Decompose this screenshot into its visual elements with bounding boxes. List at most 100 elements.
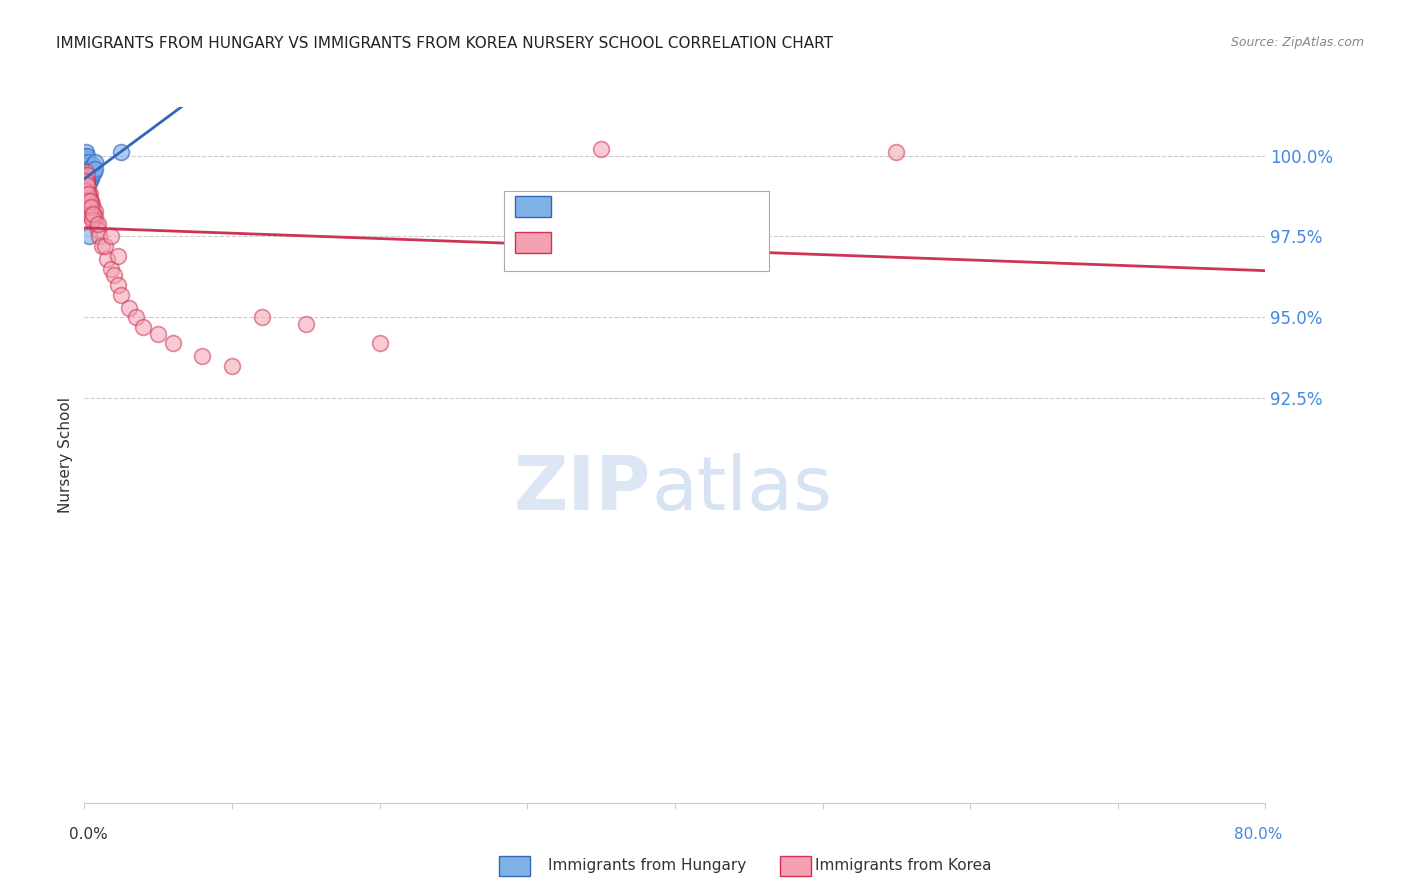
Point <box>77 191 100 205</box>
Point <box>80 200 103 214</box>
Point <box>110 145 132 160</box>
Point <box>76 174 98 188</box>
Point <box>107 249 129 263</box>
Point <box>295 317 318 331</box>
Point <box>75 203 97 218</box>
Point <box>86 223 108 237</box>
Text: N = 64: N = 64 <box>675 234 742 252</box>
Point <box>148 326 170 341</box>
Point <box>77 161 100 176</box>
Text: R = 0.259: R = 0.259 <box>562 197 661 216</box>
Point <box>75 174 97 188</box>
Point <box>82 203 104 218</box>
Point <box>75 155 97 169</box>
Point <box>250 310 273 325</box>
Point <box>82 168 104 182</box>
Point <box>83 165 105 179</box>
Point <box>886 145 908 160</box>
Bar <box>516 232 551 253</box>
Bar <box>503 191 769 270</box>
Point <box>75 184 97 198</box>
Point <box>83 213 105 227</box>
Point <box>75 184 97 198</box>
Text: ZIP: ZIP <box>515 453 651 526</box>
Point <box>75 165 97 179</box>
Point <box>82 207 104 221</box>
Point <box>77 168 100 182</box>
Bar <box>516 196 551 217</box>
Point <box>80 171 103 186</box>
Point <box>79 203 101 218</box>
Point <box>75 181 97 195</box>
Point <box>103 268 125 283</box>
Text: atlas: atlas <box>651 453 832 526</box>
Point <box>110 287 132 301</box>
Point <box>79 194 101 208</box>
Point <box>76 158 98 172</box>
Point <box>75 197 97 211</box>
Point <box>77 207 100 221</box>
Point <box>77 229 100 244</box>
Point <box>75 174 97 188</box>
Point <box>79 194 101 208</box>
Point <box>132 320 155 334</box>
Point <box>76 194 98 208</box>
Text: R = 0.308: R = 0.308 <box>562 234 661 252</box>
Point <box>191 349 214 363</box>
Point <box>75 145 97 160</box>
Text: Immigrants from Korea: Immigrants from Korea <box>815 858 993 872</box>
Point <box>76 187 98 202</box>
Point <box>83 155 105 169</box>
Point <box>76 152 98 166</box>
Text: 0.0%: 0.0% <box>69 827 108 841</box>
Point <box>75 181 97 195</box>
Point <box>77 155 100 169</box>
Text: Source: ZipAtlas.com: Source: ZipAtlas.com <box>1230 36 1364 49</box>
Text: N = 28: N = 28 <box>675 197 742 216</box>
Point <box>96 252 118 267</box>
Point <box>75 171 97 186</box>
Point <box>83 203 105 218</box>
Point <box>100 229 122 244</box>
Y-axis label: Nursery School: Nursery School <box>58 397 73 513</box>
Point <box>84 210 107 224</box>
Point <box>77 200 100 214</box>
Point <box>77 197 100 211</box>
Point <box>77 181 100 195</box>
Point <box>77 191 100 205</box>
Point <box>94 239 117 253</box>
Point <box>76 148 98 162</box>
Text: Immigrants from Hungary: Immigrants from Hungary <box>548 858 747 872</box>
Point <box>91 239 114 253</box>
Point <box>221 359 243 373</box>
Point <box>75 161 97 176</box>
Text: 80.0%: 80.0% <box>1234 827 1282 841</box>
Point <box>76 178 98 192</box>
Point <box>368 336 391 351</box>
Point <box>82 158 104 172</box>
Point <box>76 184 98 198</box>
Point <box>591 142 613 156</box>
Point <box>82 197 104 211</box>
Point <box>79 187 101 202</box>
Point <box>80 200 103 214</box>
Point <box>107 278 129 293</box>
Point <box>86 217 108 231</box>
Point <box>76 178 98 192</box>
Point <box>76 168 98 182</box>
Point <box>125 310 148 325</box>
Point <box>76 194 98 208</box>
Point <box>76 187 98 202</box>
Point <box>77 187 100 202</box>
Point <box>79 194 101 208</box>
Point <box>80 207 103 221</box>
Point <box>76 165 98 179</box>
Point <box>80 161 103 176</box>
Point <box>76 178 98 192</box>
Point <box>80 207 103 221</box>
Text: IMMIGRANTS FROM HUNGARY VS IMMIGRANTS FROM KOREA NURSERY SCHOOL CORRELATION CHAR: IMMIGRANTS FROM HUNGARY VS IMMIGRANTS FR… <box>56 36 834 51</box>
Point <box>162 336 184 351</box>
Point <box>84 161 107 176</box>
Point <box>100 261 122 276</box>
Point <box>118 301 141 315</box>
